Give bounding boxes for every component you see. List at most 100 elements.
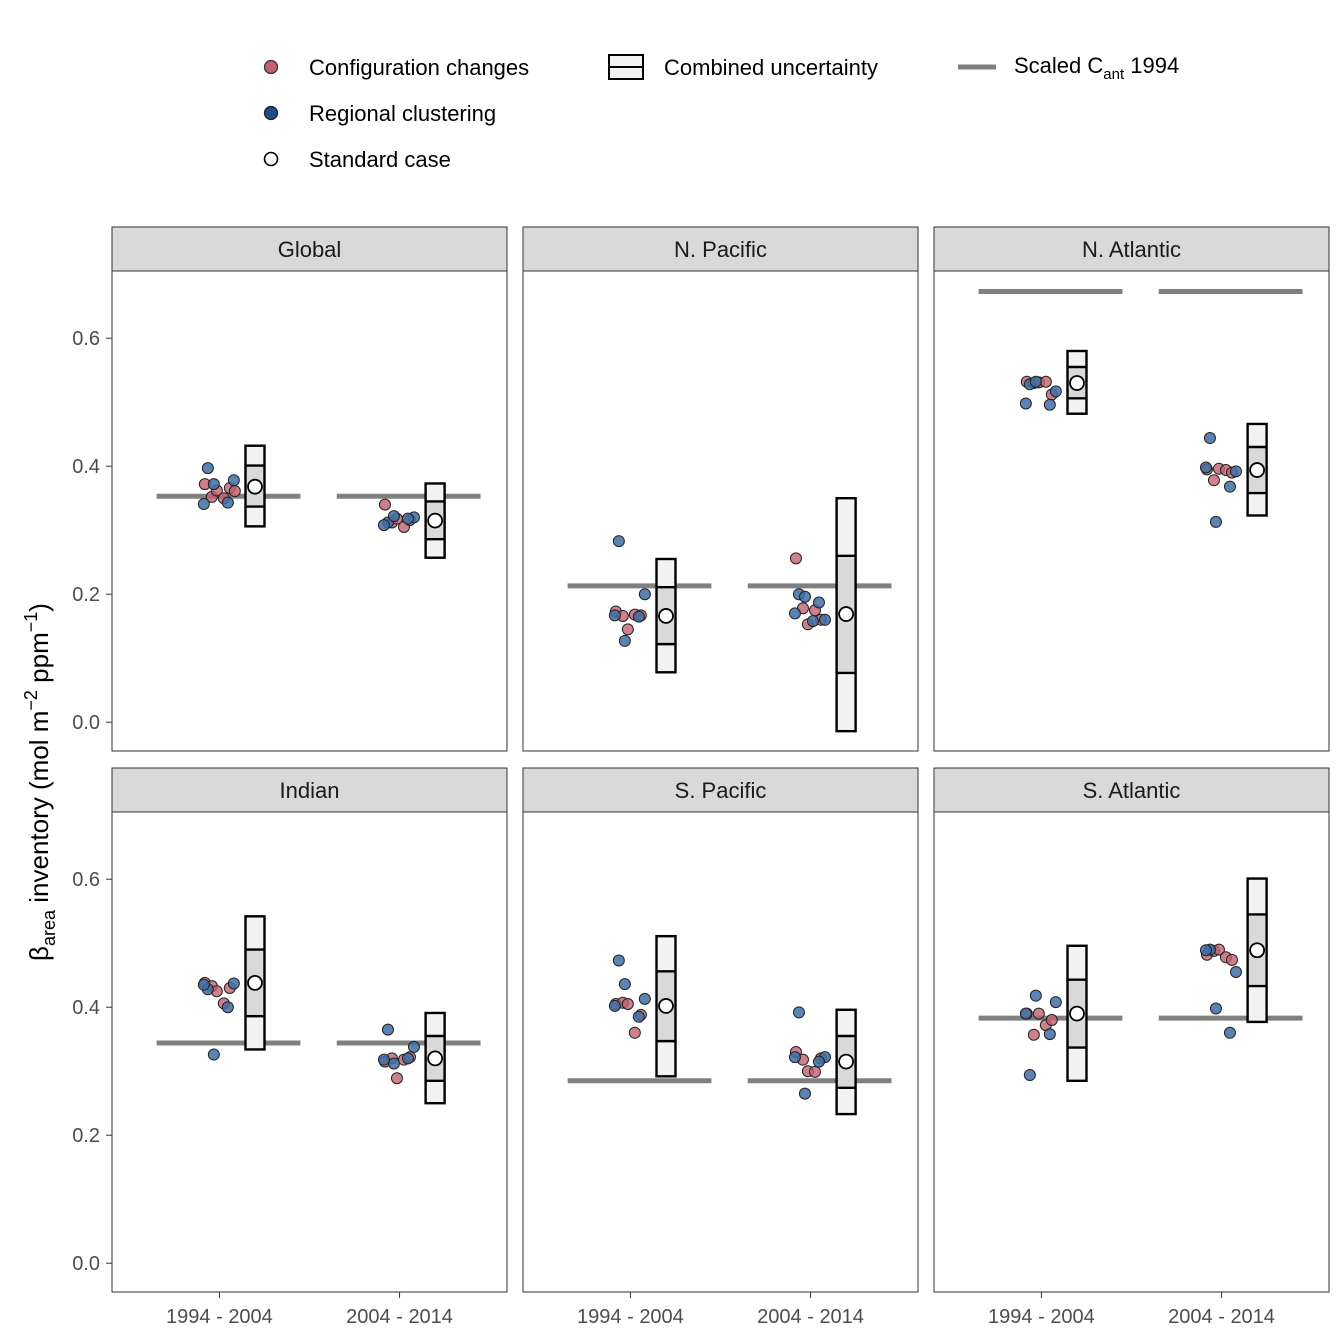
- clustering-point: [1209, 515, 1222, 528]
- clustering-point: [377, 519, 390, 532]
- strip-background: [933, 767, 1330, 813]
- clustering-point: [1029, 375, 1042, 388]
- uncertainty-border: [1066, 349, 1088, 415]
- period-2: [1158, 877, 1303, 1039]
- clustering-point: [227, 977, 240, 990]
- clustering-point: [618, 634, 631, 647]
- strip-label: N. Pacific: [674, 237, 767, 262]
- panel-border: [111, 811, 508, 1293]
- strip-background: [111, 226, 508, 272]
- strip-background: [933, 226, 1330, 272]
- panel-border: [522, 270, 919, 752]
- clustering-point: [1049, 996, 1062, 1009]
- uncertainty-border: [1066, 944, 1088, 1083]
- period-1: [978, 944, 1123, 1083]
- configuration-point: [1032, 1007, 1045, 1020]
- clustering-point: [401, 512, 414, 525]
- x-tick-label: 1994 - 2004: [988, 1306, 1095, 1328]
- clustering-point: [1223, 480, 1236, 493]
- x-tick-label: 2004 - 2014: [346, 1306, 453, 1328]
- standard-point: [1069, 375, 1085, 391]
- configuration-point: [390, 1072, 403, 1085]
- standard-point: [1249, 462, 1266, 478]
- legend-clustering-point: [263, 105, 279, 121]
- configuration-point: [1225, 953, 1238, 966]
- uncertainty-border: [244, 915, 266, 1051]
- standard-point: [658, 608, 674, 624]
- clustering-point: [818, 613, 831, 626]
- clustering-point: [197, 978, 210, 991]
- legend-standard-label: Standard case: [309, 147, 451, 172]
- clustering-point: [207, 1048, 220, 1061]
- configuration-point: [378, 498, 391, 511]
- clustering-point: [812, 1055, 825, 1068]
- x-axis-labels: 1994 - 2004 2004 - 2014 1994 - 2004 2004 - …: [166, 1306, 1275, 1328]
- clustering-point: [1203, 432, 1216, 445]
- standard-point: [1069, 1005, 1085, 1022]
- period-1: [567, 535, 712, 674]
- clustering-point: [1049, 385, 1062, 398]
- clustering-point: [227, 474, 240, 487]
- configuration-point: [1045, 1014, 1058, 1026]
- period-2: [1158, 288, 1303, 528]
- clustering-point: [788, 1051, 801, 1064]
- y-tick-label: 0.4: [72, 997, 100, 1019]
- x-tick-label: 1994 - 2004: [166, 1306, 273, 1328]
- strip-label: S. Atlantic: [1083, 778, 1181, 803]
- legend-scaled-label: Scaled Cant 1994: [1014, 53, 1179, 83]
- clustering-point: [1199, 461, 1212, 474]
- x-tick-label: 2004 - 2014: [1168, 1306, 1275, 1328]
- standard-point: [247, 478, 263, 495]
- facet-panels: Global 0.0 0.2 0.4 0.6 N. Pacific N. Atlantic I…: [72, 226, 1330, 1298]
- panel-s-pacific: S. Pacific: [522, 767, 919, 1298]
- y-axis-label: βarea inventory (mol m−2 ppm−1): [21, 603, 59, 961]
- clustering-point: [197, 497, 210, 510]
- uncertainty-border: [655, 557, 677, 674]
- period-2: [747, 1006, 892, 1116]
- period-1: [567, 934, 712, 1084]
- uncertainty-border: [835, 1008, 857, 1116]
- x-tick-label: 2004 - 2014: [757, 1306, 864, 1328]
- strip-label: N. Atlantic: [1082, 237, 1181, 262]
- y-tick-label: 0.6: [72, 328, 100, 350]
- y-tick-label: 0.2: [72, 584, 100, 606]
- uncertainty-border: [244, 444, 266, 528]
- standard-point: [838, 606, 855, 622]
- clustering-point: [1199, 944, 1212, 957]
- y-tick-label: 0.4: [72, 456, 100, 478]
- panel-border: [933, 811, 1330, 1293]
- clustering-point: [788, 607, 801, 620]
- panel-global: Global 0.0 0.2 0.4 0.6: [72, 226, 508, 752]
- clustering-point: [612, 954, 625, 967]
- clustering-point: [1229, 966, 1242, 978]
- legend-clustering-label: Regional clustering: [309, 101, 496, 126]
- clustering-point: [608, 999, 621, 1012]
- panel-border: [933, 270, 1330, 752]
- uncertainty-border: [424, 482, 446, 559]
- uncertainty-border: [655, 934, 677, 1078]
- clustering-point: [1029, 989, 1042, 1002]
- panel-indian: Indian 0.0 0.2 0.4 0.6: [72, 767, 508, 1298]
- strip-label: Global: [278, 237, 342, 262]
- legend-standard-point: [263, 151, 279, 167]
- clustering-point: [1209, 1002, 1222, 1015]
- clustering-point: [608, 609, 621, 622]
- legend: Configuration changes Regional clustering…: [263, 53, 1179, 172]
- clustering-point: [612, 535, 625, 548]
- y-tick-label: 0.0: [72, 1253, 100, 1275]
- uncertainty-border: [835, 497, 857, 733]
- period-1: [978, 288, 1123, 415]
- standard-point: [427, 512, 444, 529]
- period-2: [336, 1011, 481, 1105]
- standard-point: [247, 974, 263, 991]
- strip-label: S. Pacific: [675, 778, 767, 803]
- clustering-point: [632, 1010, 645, 1023]
- clustering-point: [806, 615, 819, 628]
- configuration-point: [789, 552, 802, 565]
- panel-border: [111, 270, 508, 752]
- clustering-point: [401, 1052, 414, 1065]
- panel-n-pacific: N. Pacific: [522, 226, 919, 752]
- strip-label: Indian: [280, 778, 340, 803]
- clustering-point: [387, 1057, 400, 1070]
